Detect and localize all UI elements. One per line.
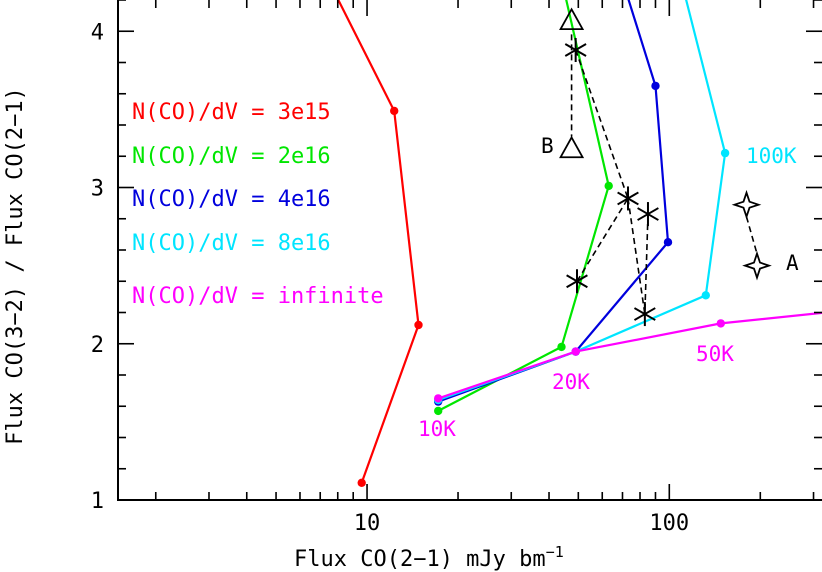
y-tick-label: 3 — [91, 177, 104, 202]
asterisk-marker — [637, 202, 659, 227]
series-point — [357, 478, 366, 487]
series-layer — [337, 0, 822, 487]
series-point — [701, 291, 710, 300]
point-label-b: B — [541, 134, 554, 158]
legend-entry: N(CO)/dV = 8e16 — [132, 231, 331, 256]
y-tick-label: 2 — [91, 333, 104, 358]
plot-frame — [117, 0, 822, 501]
series-point — [604, 181, 613, 191]
series-group — [434, 311, 822, 403]
series-point — [651, 81, 660, 91]
point-label-a: A — [786, 251, 799, 275]
temperature-label: 10K — [418, 417, 456, 441]
x-tick-label: 100 — [649, 511, 689, 536]
star-marker — [742, 250, 772, 281]
series-line — [337, 0, 420, 484]
axis-ticks: 1 2 3 4 10 100 — [91, 0, 822, 536]
legend: N(CO)/dV = 3e15 N(CO)/dV = 2e16 N(CO)/dV… — [132, 100, 384, 309]
legend-entry: N(CO)/dV = 2e16 — [132, 144, 331, 169]
dashed-link — [644, 214, 649, 315]
series-point — [434, 406, 443, 416]
x-axis-title-superscript: −1 — [546, 543, 564, 561]
asterisk-marker — [564, 38, 587, 62]
series-line — [437, 0, 727, 402]
dashed-link — [574, 49, 629, 199]
temperature-label: 50K — [696, 342, 734, 366]
dashed-link — [745, 216, 758, 254]
triangle-marker — [559, 135, 585, 159]
series-point — [663, 238, 673, 247]
series-point — [720, 148, 730, 158]
y-tick-label: 1 — [91, 489, 104, 514]
plot-border — [117, 0, 822, 501]
temperature-label: 20K — [552, 370, 590, 394]
asterisk-marker — [633, 302, 656, 327]
series-point — [414, 320, 423, 330]
y-tick-label: 4 — [91, 20, 104, 45]
dashed-link — [576, 198, 629, 282]
y-axis-title: Flux CO(3−2) / Flux CO(2−1) — [3, 87, 28, 445]
dashed-link — [627, 198, 646, 315]
series-point — [716, 319, 725, 328]
marker-layer — [559, 7, 772, 327]
asterisk-marker — [566, 269, 588, 294]
legend-entry: N(CO)/dV = infinite — [132, 284, 384, 309]
series-point — [557, 342, 566, 352]
star-marker — [731, 189, 762, 220]
series-point — [434, 394, 443, 403]
x-axis-title-main: Flux CO(2−1) mJy bm — [294, 547, 546, 572]
series-line — [437, 311, 822, 400]
series-group — [434, 0, 613, 416]
series-point — [571, 347, 580, 356]
legend-entry: N(CO)/dV = 3e15 — [132, 100, 331, 125]
x-tick-label: 10 — [354, 511, 381, 536]
series-point — [390, 106, 399, 116]
temperature-label: 100K — [746, 144, 797, 168]
temperature-labels: 10K 20K 50K 100K — [418, 144, 797, 441]
triangle-marker — [559, 7, 585, 31]
series-group — [337, 0, 423, 487]
asterisk-marker — [617, 186, 639, 211]
legend-entry: N(CO)/dV = 4e16 — [132, 187, 331, 212]
x-axis-title: Flux CO(2−1) mJy bm−1 — [294, 543, 564, 572]
